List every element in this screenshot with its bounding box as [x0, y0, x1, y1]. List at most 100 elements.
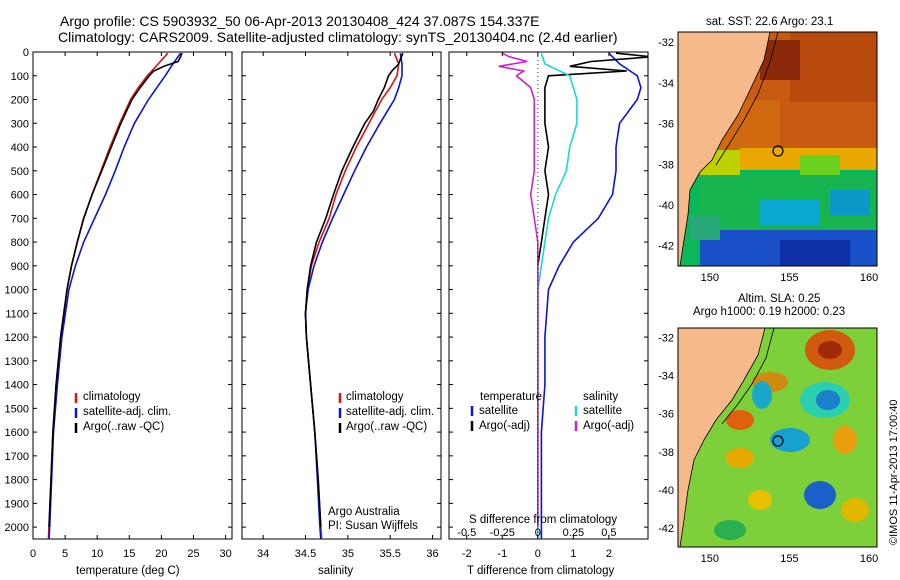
x-tick-label: 36 — [426, 548, 438, 560]
y-tick-label: 800 — [11, 237, 29, 249]
axes-ticks: 0 5 10 15 20 25 30 34 34.5 35 35.5 36 -2 -1 0 1 20100200… — [5, 37, 879, 565]
x-tick-label: 25 — [187, 548, 199, 560]
y-tick-label: 1300 — [5, 356, 29, 368]
sla-float-marker — [772, 435, 784, 447]
legend-text-s-satellite: satellite — [583, 405, 622, 417]
title-line-2: Climatology: CARS2009. Satellite-adjuste… — [58, 29, 618, 45]
x-tick-label: -2 — [462, 548, 472, 560]
s-tick-label: 0.5 — [601, 527, 616, 539]
x-tick-label: 0 — [535, 548, 541, 560]
sst-map-frame — [677, 31, 878, 267]
y-tick-label: 1100 — [5, 308, 29, 320]
map-y-tick-label: -40 — [658, 485, 674, 497]
legend-text-climatology: climatology — [346, 391, 404, 403]
temperature-panel-frame — [32, 51, 233, 540]
map-y-tick-label: -36 — [658, 119, 674, 131]
s-tick-label: 0.25 — [563, 527, 584, 539]
annotation-pi: PI: Susan Wijffels — [328, 520, 418, 532]
x-tick-label: 2 — [606, 548, 612, 560]
map-y-tick-label: -32 — [658, 37, 674, 49]
y-tick-label: 200 — [11, 95, 29, 107]
y-tick-label: 2000 — [5, 522, 29, 534]
y-tick-label: 400 — [11, 142, 29, 154]
x-tick-label: -1 — [497, 548, 507, 560]
temperature-series — [47, 52, 183, 539]
s-difference-axis-title: S difference from climatology — [469, 514, 618, 526]
y-tick-label: 300 — [11, 118, 29, 130]
sla-map-title-1: Altim. SLA: 0.25 — [738, 293, 821, 305]
difference-xlabel: T difference from climatology — [467, 565, 615, 577]
map-x-tick-label: 155 — [780, 272, 798, 284]
y-tick-label: 1900 — [5, 498, 29, 510]
difference-legend — [470, 406, 578, 431]
series-line-argo-raw-qc- — [48, 52, 183, 528]
s-tick-label: -0.5 — [457, 527, 476, 539]
x-tick-label: 0 — [30, 548, 36, 560]
map-x-tick-label: 150 — [701, 553, 719, 565]
map-y-tick-label: -36 — [658, 409, 674, 421]
map-y-tick-label: -34 — [658, 78, 674, 90]
temperature-xlabel: temperature (deg C) — [76, 565, 180, 577]
sst-map-title: sat. SST: 22.6 Argo: 23.1 — [706, 16, 834, 28]
salinity-xlabel: salinity — [318, 565, 354, 577]
x-tick-label: 34.5 — [295, 548, 316, 560]
legend-temperature-title: temperature — [480, 391, 543, 403]
x-tick-label: 10 — [91, 548, 103, 560]
sla-map-field — [678, 328, 877, 547]
legend-text-s-argo: Argo(-adj) — [583, 420, 635, 432]
series-line-t-satellite — [540, 52, 642, 539]
imos-timestamp: ©IMOS 11-Apr-2013 17:00:40 — [888, 399, 900, 545]
map-y-tick-label: -40 — [658, 200, 674, 212]
difference-series — [498, 52, 648, 539]
y-tick-label: 1700 — [5, 451, 29, 463]
legend-text-satellite: satellite-adj. clim. — [346, 406, 435, 418]
y-tick-label: 1000 — [5, 285, 29, 297]
x-tick-label: 34 — [257, 548, 269, 560]
y-tick-label: 100 — [11, 71, 29, 83]
x-tick-label: 35.5 — [379, 548, 400, 560]
s-tick-label: -0.25 — [490, 527, 515, 539]
legend-text-argo: Argo(..raw -QC) — [83, 421, 165, 433]
sst-map-field — [678, 32, 877, 266]
annotation-argo-australia: Argo Australia — [328, 506, 400, 518]
y-tick-label: 900 — [11, 261, 29, 273]
map-x-tick-label: 150 — [701, 272, 719, 284]
map-x-tick-label: 160 — [860, 553, 878, 565]
title-line-1: Argo profile: CS 5903932_50 06-Apr-2013 … — [60, 13, 540, 29]
y-tick-label: 1600 — [5, 427, 29, 439]
legend-text-t-satellite: satellite — [479, 405, 518, 417]
map-x-tick-label: 160 — [860, 272, 878, 284]
sla-map-title-2: Argo h1000: 0.19 h2000: 0.23 — [693, 306, 846, 318]
y-tick-label: 1800 — [5, 475, 29, 487]
s-tick-label: 0 — [535, 527, 541, 539]
x-tick-label: 20 — [155, 548, 167, 560]
x-tick-label: 1 — [570, 548, 576, 560]
map-x-tick-label: 155 — [780, 553, 798, 565]
y-tick-label: 0 — [23, 47, 29, 59]
y-tick-label: 1200 — [5, 332, 29, 344]
map-y-tick-label: -34 — [658, 371, 674, 383]
y-tick-label: 700 — [11, 213, 29, 225]
salinity-panel-frame — [241, 51, 442, 540]
legend-text-climatology: climatology — [83, 391, 141, 403]
legend-text-satellite: satellite-adj. clim. — [83, 406, 172, 418]
x-tick-label: 30 — [219, 548, 231, 560]
map-y-tick-label: -38 — [658, 447, 674, 459]
y-tick-label: 1500 — [5, 403, 29, 415]
sst-float-marker — [772, 145, 784, 157]
x-tick-label: 5 — [62, 548, 68, 560]
legend-salinity-title: salinity — [583, 391, 619, 403]
map-y-tick-label: -38 — [658, 159, 674, 171]
x-tick-label: 35 — [342, 548, 354, 560]
legend-text-t-argo: Argo(-adj) — [479, 420, 531, 432]
y-tick-label: 500 — [11, 166, 29, 178]
y-tick-label: 600 — [11, 190, 29, 202]
series-line-argo-raw-qc- — [304, 52, 404, 528]
salinity-series — [304, 52, 404, 539]
map-y-tick-label: -32 — [658, 333, 674, 345]
map-y-tick-label: -42 — [658, 523, 674, 535]
map-y-tick-label: -42 — [658, 241, 674, 253]
x-tick-label: 15 — [123, 548, 135, 560]
legend-text-argo: Argo(..raw -QC) — [346, 421, 428, 433]
